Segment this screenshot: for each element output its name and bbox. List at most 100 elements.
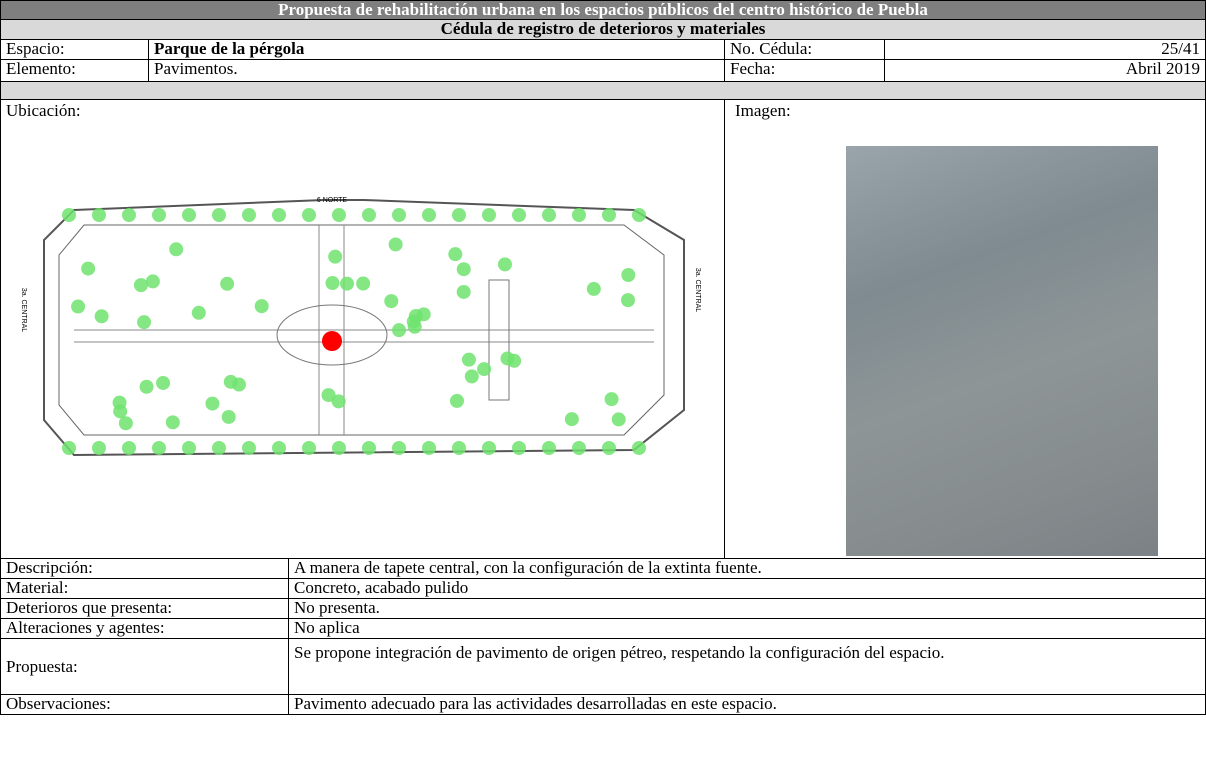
detail-label: Descripción: <box>0 558 289 579</box>
tree <box>242 441 256 455</box>
tree <box>497 257 512 272</box>
tree <box>223 374 238 389</box>
value: Pavimentos. <box>148 59 725 82</box>
label: Imagen: <box>735 101 791 120</box>
tree <box>416 307 431 322</box>
tree <box>118 416 133 431</box>
tree <box>448 247 463 262</box>
tree <box>392 323 407 338</box>
tree <box>182 441 196 455</box>
paths <box>74 225 654 435</box>
tree <box>407 319 422 334</box>
map-label: 3a. CENTRAL <box>694 268 701 312</box>
tree <box>242 208 256 222</box>
detail-label: Deterioros que presenta: <box>0 598 289 619</box>
tree <box>272 208 286 222</box>
tree <box>145 274 160 289</box>
tree <box>331 394 346 409</box>
tree <box>461 352 476 367</box>
tree <box>356 276 371 291</box>
tree <box>254 299 269 314</box>
tree <box>362 208 376 222</box>
tree <box>621 267 636 282</box>
tree <box>156 375 171 390</box>
detail-label: Material: <box>0 578 289 599</box>
detail-value: No presenta. <box>288 598 1206 619</box>
tree <box>632 208 646 222</box>
detail-label: Alteraciones y agentes: <box>0 618 289 639</box>
location-marker <box>322 331 342 351</box>
tree <box>165 415 180 430</box>
detail-label: Propuesta: <box>0 638 289 695</box>
tree <box>328 249 343 264</box>
plaza <box>276 304 388 366</box>
value: Abril 2019 <box>884 59 1206 82</box>
tree <box>464 369 479 384</box>
label: Fecha: <box>724 59 885 82</box>
tree <box>92 441 106 455</box>
tree <box>422 441 436 455</box>
map-label: 3a. CENTRAL <box>20 288 27 332</box>
tree <box>449 393 464 408</box>
tree <box>122 441 136 455</box>
tree <box>392 208 406 222</box>
label: Elemento: <box>0 59 149 82</box>
tree <box>512 441 526 455</box>
pergola <box>488 279 510 401</box>
tree <box>572 208 586 222</box>
tree <box>564 412 579 427</box>
tree <box>321 388 336 403</box>
map-label: 6 NORTE <box>317 197 348 204</box>
tree <box>152 441 166 455</box>
detail-value: Pavimento adecuado para las actividades … <box>288 694 1206 715</box>
tree <box>332 441 346 455</box>
tree <box>604 392 619 407</box>
tree <box>500 351 515 366</box>
tree <box>113 404 128 419</box>
tree <box>137 315 152 330</box>
tree <box>94 309 109 324</box>
tree <box>632 441 646 455</box>
tree <box>221 409 236 424</box>
subtitle: Cédula de registro de deterioros y mater… <box>0 19 1206 40</box>
tree <box>572 441 586 455</box>
site-plan: 6 NORTE 3a. CENTRAL 3a. CENTRAL <box>20 197 701 457</box>
tree <box>302 208 316 222</box>
tree <box>139 379 154 394</box>
tree <box>133 278 148 293</box>
separator <box>0 81 1206 100</box>
tree <box>182 208 196 222</box>
inner-outline <box>58 224 665 436</box>
label: No. Cédula: <box>724 39 885 60</box>
tree <box>542 208 556 222</box>
tree <box>362 441 376 455</box>
tree <box>152 208 166 222</box>
label: Espacio: <box>0 39 149 60</box>
tree <box>456 284 471 299</box>
tree <box>456 262 471 277</box>
tree <box>71 299 86 314</box>
tree <box>602 208 616 222</box>
value: Parque de la pérgola <box>148 39 725 60</box>
tree <box>392 441 406 455</box>
value: 25/41 <box>884 39 1206 60</box>
tree <box>452 441 466 455</box>
tree <box>586 281 601 296</box>
outline <box>43 199 685 457</box>
tree <box>452 208 466 222</box>
photo <box>846 146 1158 556</box>
tree <box>272 441 286 455</box>
tree <box>302 441 316 455</box>
tree <box>512 208 526 222</box>
tree <box>212 208 226 222</box>
detail-label: Observaciones: <box>0 694 289 715</box>
tree <box>191 305 206 320</box>
tree <box>611 412 626 427</box>
tree <box>542 441 556 455</box>
tree <box>384 294 399 309</box>
tree <box>220 276 235 291</box>
tree <box>205 396 220 411</box>
tree <box>81 261 96 276</box>
tree <box>621 293 636 308</box>
